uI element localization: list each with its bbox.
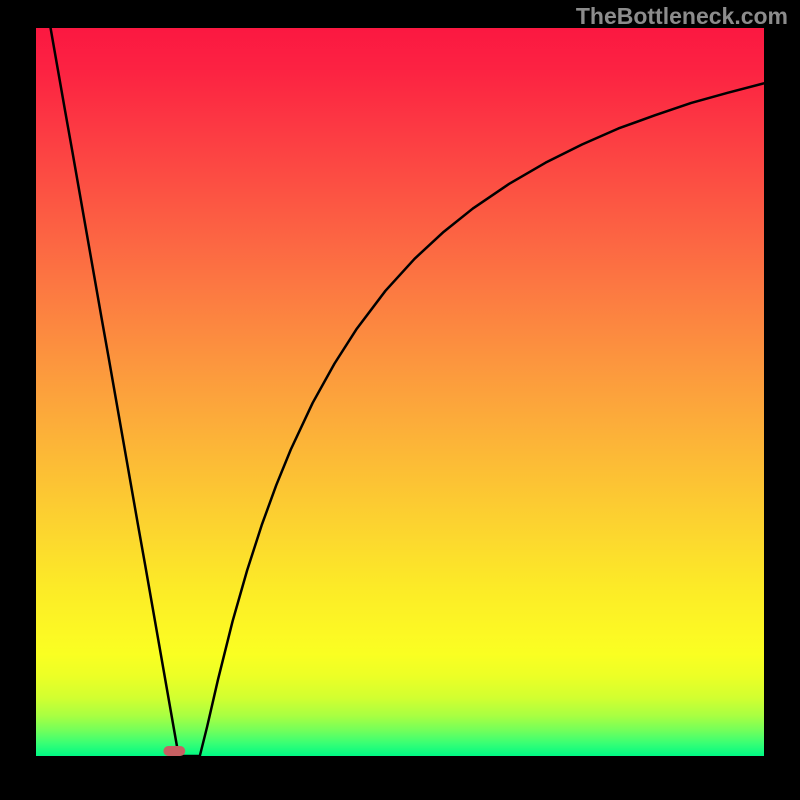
chart-svg bbox=[0, 0, 800, 800]
bottleneck-chart: TheBottleneck.com bbox=[0, 0, 800, 800]
chart-min-marker bbox=[163, 746, 185, 756]
chart-plot-bg bbox=[36, 28, 764, 756]
watermark-label: TheBottleneck.com bbox=[576, 3, 788, 30]
